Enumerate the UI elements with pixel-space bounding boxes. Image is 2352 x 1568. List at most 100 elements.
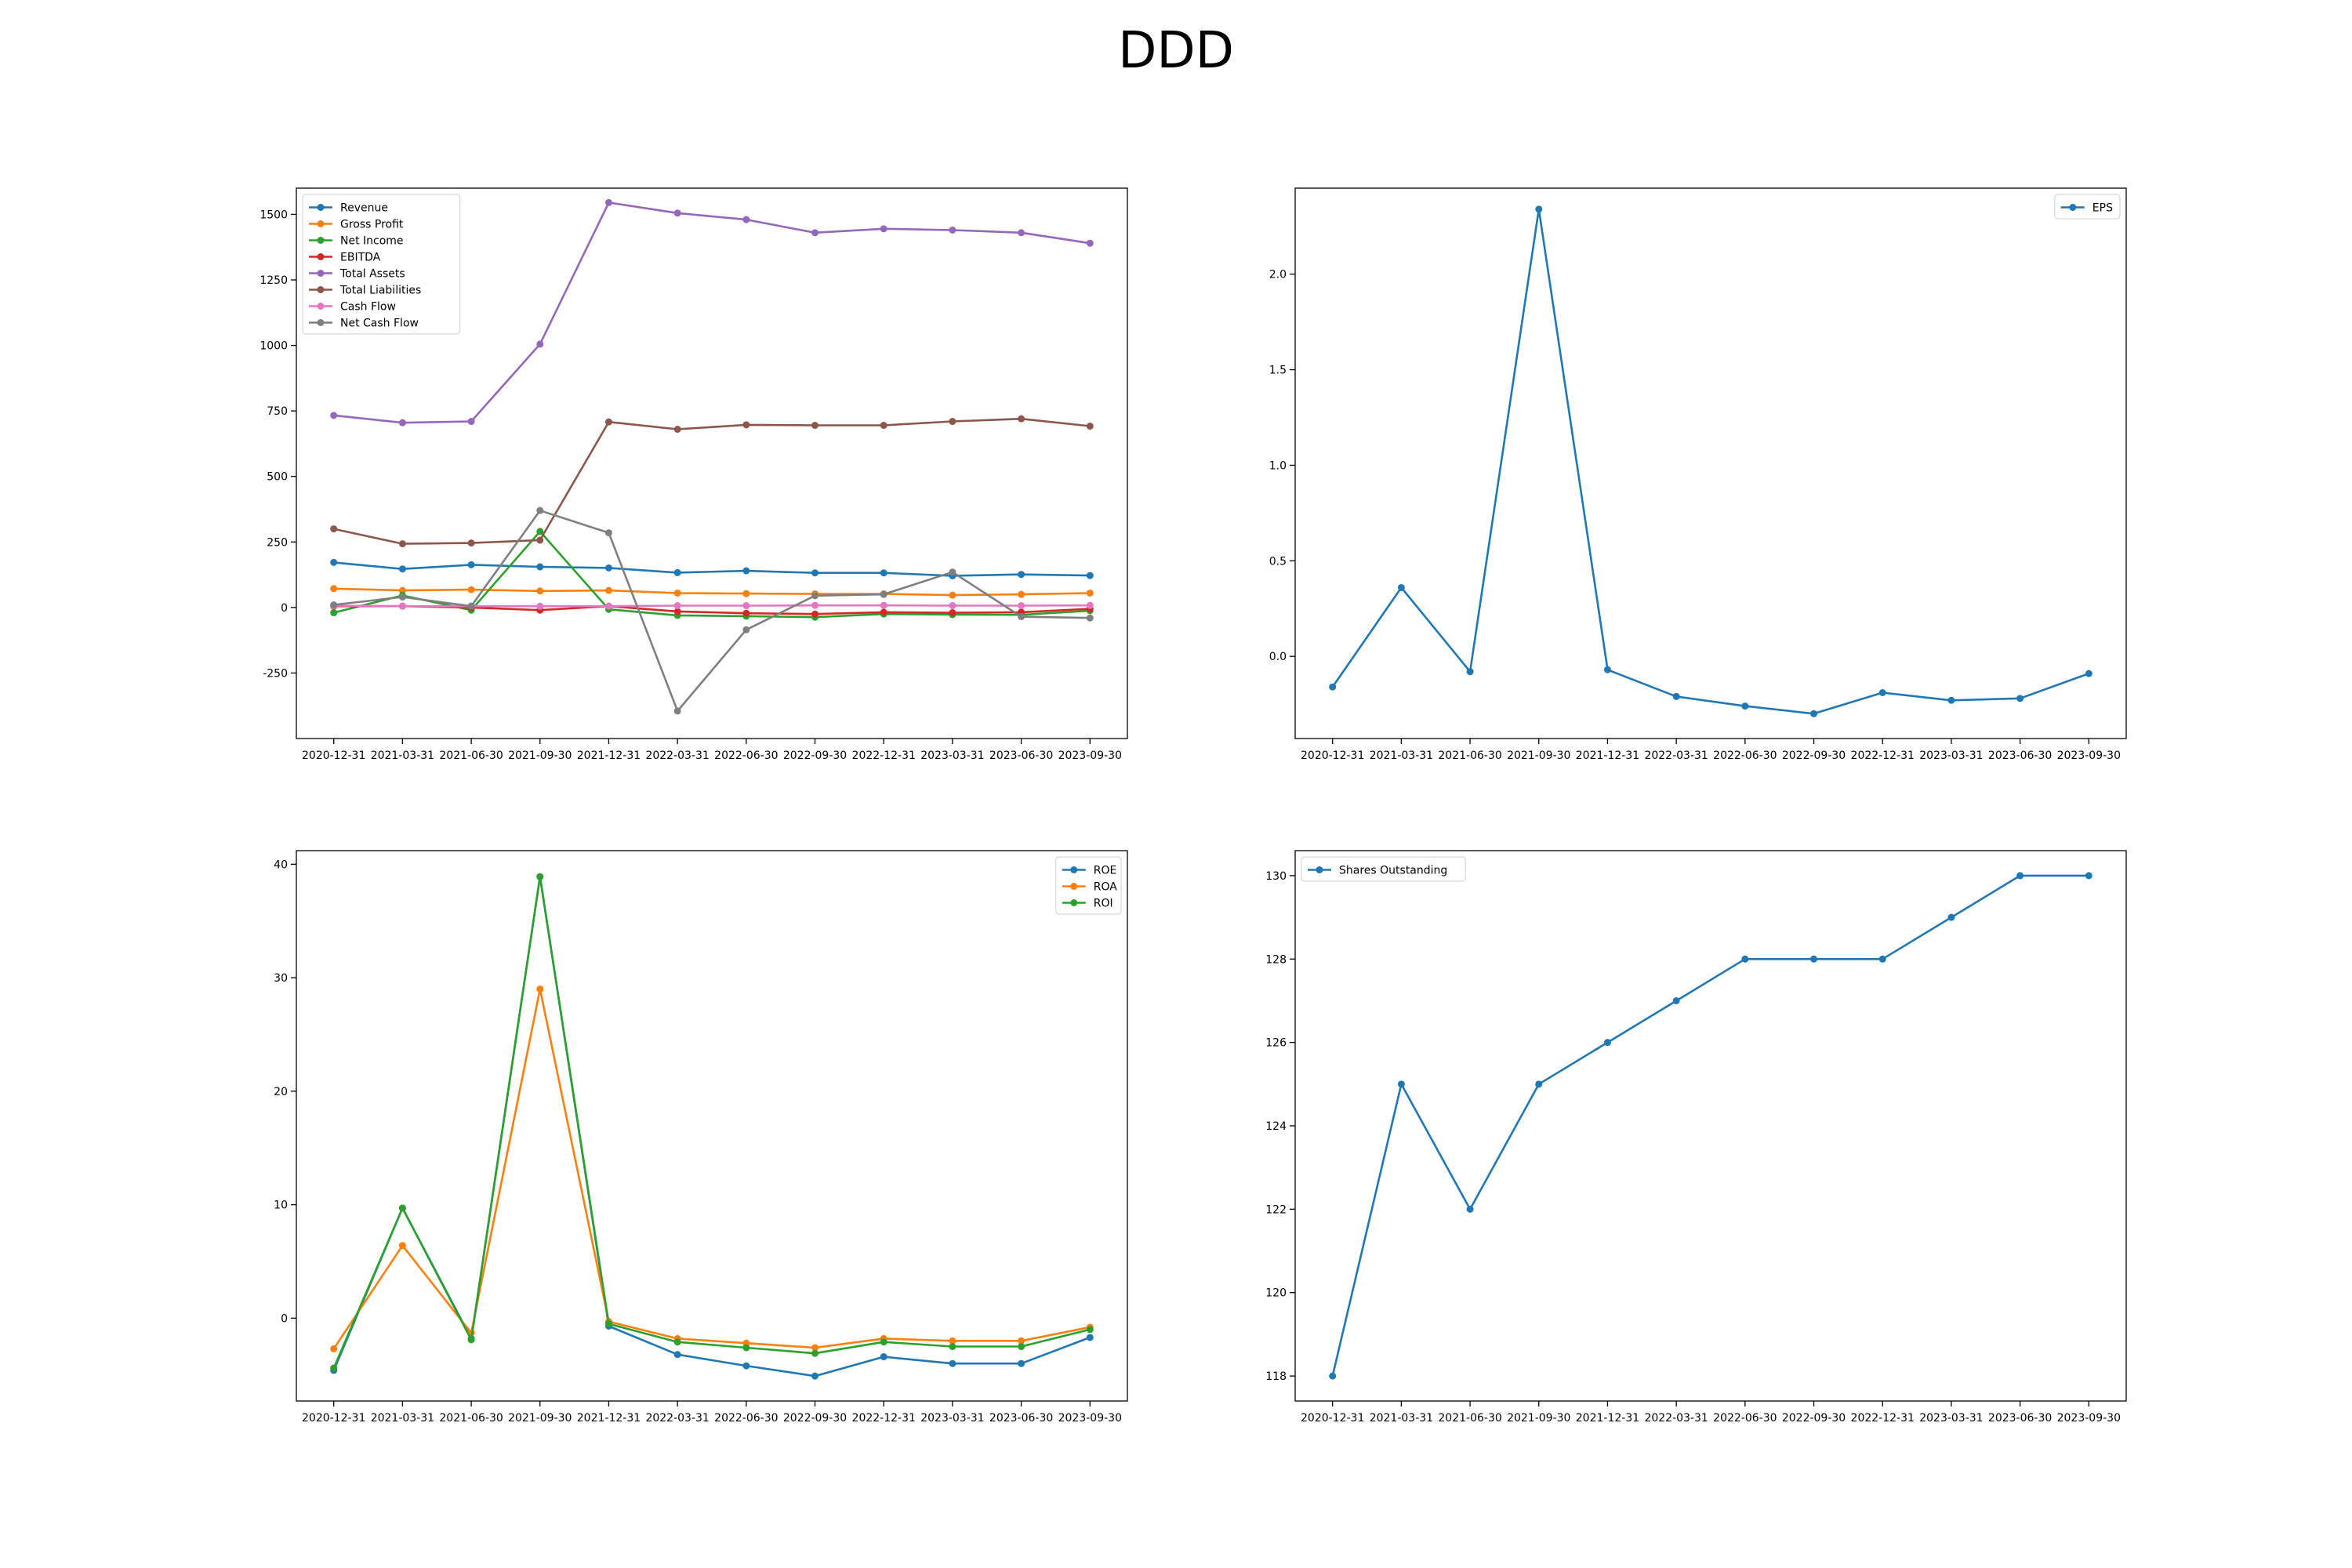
data-point	[536, 563, 544, 571]
x-tick-label: 2023-03-31	[920, 750, 984, 762]
data-point	[330, 1345, 338, 1352]
series-cash-flow	[330, 601, 1094, 610]
y-tick-label: 30	[274, 972, 288, 985]
data-point	[1741, 955, 1749, 963]
data-point	[467, 561, 475, 568]
series-revenue	[330, 558, 1094, 579]
data-point	[1947, 913, 1955, 921]
y-tick-label: 0.0	[1269, 651, 1287, 663]
legend-swatch-marker	[317, 220, 325, 227]
data-point	[673, 426, 681, 434]
data-point	[949, 591, 956, 599]
x-tick-label: 2022-12-31	[1851, 750, 1915, 762]
data-point	[1878, 689, 1886, 696]
y-tick-label: 1250	[260, 274, 288, 287]
x-tick-label: 2023-03-31	[1919, 750, 1983, 762]
data-point	[1018, 590, 1025, 598]
data-point	[330, 601, 338, 609]
series-line	[332, 876, 1091, 1369]
legend-label: ROA	[1094, 881, 1118, 894]
data-point	[1086, 601, 1094, 609]
series-roa	[330, 985, 1094, 1352]
legend-swatch-marker	[1070, 866, 1078, 873]
x-tick-label: 2022-09-30	[783, 750, 847, 762]
data-point	[811, 592, 819, 600]
x-tick-label: 2021-12-31	[577, 750, 641, 762]
data-point	[811, 1372, 819, 1380]
data-point	[1741, 702, 1749, 710]
data-point	[1018, 1359, 1025, 1367]
data-point	[1086, 239, 1094, 247]
data-point	[1810, 955, 1818, 963]
x-tick-label: 2023-06-30	[1988, 750, 2052, 762]
data-point	[330, 1364, 338, 1372]
data-point	[811, 1344, 819, 1352]
legend-label: Gross Profit	[340, 219, 404, 231]
y-tick-label: 120	[1265, 1287, 1287, 1300]
y-tick-label: 40	[274, 858, 288, 871]
series-line	[333, 417, 1091, 545]
data-point	[536, 340, 544, 348]
data-point	[742, 626, 750, 633]
data-point	[604, 602, 612, 610]
data-point	[536, 587, 544, 595]
chart-returns: 0 10 20 30 40 2020-12-31 2021-03-31 2021-06-30 2…	[274, 850, 1128, 1425]
x-tick-label: 2021-09-30	[508, 1412, 572, 1425]
data-point	[673, 568, 681, 576]
data-point	[1603, 1039, 1611, 1047]
legend-label: Net Cash Flow	[340, 318, 419, 330]
legend-swatch-marker	[317, 286, 325, 293]
data-point	[880, 608, 887, 616]
data-point	[880, 422, 887, 430]
data-point	[398, 602, 406, 610]
x-tick-label: 2023-03-31	[920, 1412, 984, 1425]
data-point	[1018, 1337, 1025, 1345]
plot-frame	[1294, 187, 2127, 739]
x-tick-label: 2022-12-31	[852, 750, 916, 762]
legend-swatch-marker	[2069, 204, 2077, 211]
data-point	[1535, 205, 1543, 213]
x-tick-label: 2021-12-31	[1576, 750, 1639, 762]
data-point	[673, 602, 681, 610]
data-point	[398, 1242, 406, 1250]
legend-label: Shares Outstanding	[1339, 865, 1447, 877]
data-point	[1672, 692, 1680, 700]
legend-swatch-marker	[317, 270, 325, 277]
page-title: DDD	[1118, 22, 1234, 80]
data-point	[880, 1353, 887, 1361]
y-tick-label: 10	[274, 1200, 288, 1212]
data-point	[330, 585, 338, 593]
data-point	[398, 593, 406, 601]
x-tick-label: 2021-06-30	[439, 750, 503, 762]
data-point	[673, 209, 681, 217]
data-point	[811, 229, 819, 237]
legend-swatch-marker	[1070, 883, 1078, 890]
data-point	[949, 568, 956, 576]
y-tick-label: 750	[267, 405, 288, 418]
data-point	[673, 1351, 681, 1359]
data-point	[1878, 955, 1886, 963]
x-tick-label: 2023-03-31	[1919, 1412, 1983, 1425]
y-tick-label: -250	[263, 667, 288, 680]
data-point	[2016, 695, 2024, 702]
chart-financials: -250 0 250 500 750 1000 1250 1500 2020-12-31 2021…	[260, 187, 1128, 762]
series-line	[333, 587, 1091, 597]
data-point	[536, 985, 544, 993]
x-tick-label: 2021-06-30	[1438, 750, 1501, 762]
data-point	[330, 558, 338, 566]
data-point	[742, 590, 750, 597]
data-point	[742, 567, 750, 575]
x-tick-label: 2021-09-30	[1507, 1412, 1570, 1425]
y-tick-label: 124	[1265, 1120, 1287, 1133]
legend-label: ROI	[1094, 898, 1113, 910]
legend: Shares Outstanding	[1301, 856, 1466, 882]
data-point	[673, 608, 681, 615]
y-tick-label: 2.0	[1269, 269, 1287, 281]
data-point	[604, 1320, 612, 1328]
legend-label: EBITDA	[340, 252, 381, 264]
plot-frame	[1294, 850, 2127, 1402]
y-tick-label: 130	[1265, 870, 1287, 883]
legend-label: Total Liabilities	[339, 285, 421, 297]
y-tick-label: 500	[267, 471, 288, 484]
data-point	[1810, 710, 1818, 717]
